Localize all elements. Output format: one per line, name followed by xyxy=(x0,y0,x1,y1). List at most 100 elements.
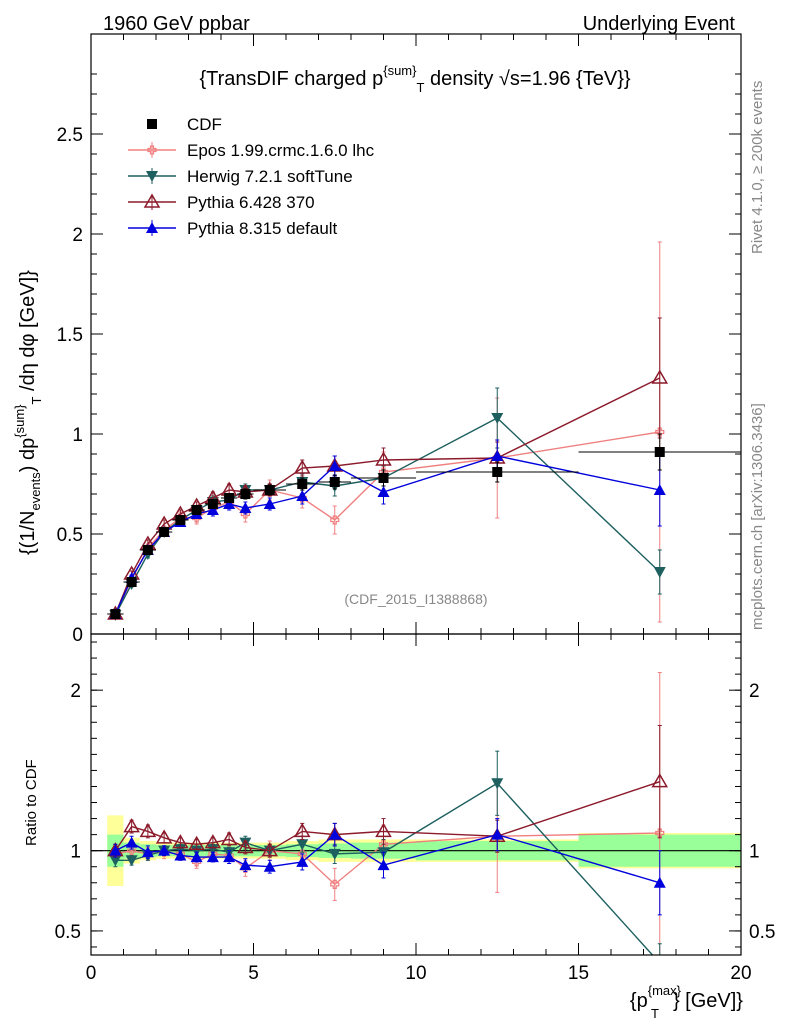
ratio-point xyxy=(491,828,504,840)
ratio-y-tick-label-right: 0.5 xyxy=(749,922,775,943)
series-point xyxy=(653,484,666,495)
ratio-y-tick-label-right: 1 xyxy=(749,842,760,863)
series-point xyxy=(263,498,276,509)
y-tick-label: 1.5 xyxy=(57,325,83,346)
ref-point xyxy=(207,499,218,509)
legend-label: Epos 1.99.crmc.1.6.0 lhc xyxy=(187,141,375,160)
plot-title: {TransDIF charged p{sum}T density √s=1.9… xyxy=(199,63,630,95)
legend-label: Pythia 8.315 default xyxy=(187,219,338,238)
x-tick-label: 0 xyxy=(86,963,97,984)
ratio-point xyxy=(125,836,138,848)
ref-point xyxy=(191,505,202,515)
series-point xyxy=(223,498,236,509)
header-left: 1960 GeV ppbar xyxy=(103,13,250,35)
ratio-point xyxy=(223,851,236,863)
rivet-label: Rivet 4.1.0, ≥ 200k events xyxy=(749,81,766,254)
ratio-y-axis-label: Ratio to CDF xyxy=(23,759,40,846)
ratio-point xyxy=(155,829,173,844)
ratio-point xyxy=(109,855,122,867)
ref-point xyxy=(126,577,137,587)
ratio-point xyxy=(125,855,138,867)
ratio-point xyxy=(158,844,171,856)
ratio-data xyxy=(91,672,741,969)
ratio-y-tick-label-right: 2 xyxy=(749,681,760,702)
series-point xyxy=(330,515,340,525)
ref-point xyxy=(142,545,153,555)
ref-point xyxy=(175,515,186,525)
main-data xyxy=(107,241,741,623)
ratio-point xyxy=(139,822,157,838)
ratio-point xyxy=(328,848,341,860)
ratio-frame xyxy=(90,633,742,956)
ref-point xyxy=(654,447,665,457)
ratio-y-tick-label: 1 xyxy=(70,842,81,863)
y-tick-label: 2 xyxy=(72,225,83,246)
ratio-point xyxy=(328,828,341,840)
ratio-point xyxy=(375,822,392,838)
ratio-point xyxy=(141,846,154,858)
ratio-point xyxy=(174,849,187,861)
ratio-point xyxy=(653,876,666,888)
legend-label: Herwig 7.2.1 softTune xyxy=(187,167,353,186)
ratio-point xyxy=(261,842,279,857)
legend-marker xyxy=(147,119,157,129)
ratio-point xyxy=(377,859,390,871)
ratio-point xyxy=(293,822,311,838)
ref-point xyxy=(240,489,251,499)
main-panel: 0 0.5 1 1.5 2 2.5 xyxy=(57,33,742,646)
legend-entry: Pythia 6.428 370 xyxy=(128,193,315,212)
legend-label: CDF xyxy=(187,115,222,134)
series-point xyxy=(293,459,311,474)
series-point xyxy=(491,450,504,461)
y-tick-label: 0 xyxy=(72,625,83,646)
x-tick-label: 15 xyxy=(568,963,589,984)
ratio-point xyxy=(263,860,276,872)
ratio-point xyxy=(491,778,504,790)
ratio-point xyxy=(123,818,140,833)
ref-point xyxy=(297,479,308,489)
ratio-point xyxy=(220,830,238,846)
analysis-watermark: (CDF_2015_I1388868) xyxy=(344,591,487,607)
ratio-series-2 xyxy=(107,724,669,858)
y-tick-label: 1 xyxy=(72,425,83,446)
ratio-point xyxy=(172,834,189,849)
ratio-y-tick-label: 0.5 xyxy=(55,922,81,943)
ratio-point xyxy=(237,838,254,854)
x-axis-label: {p{max} T} [GeV]} xyxy=(630,983,743,1021)
legend-label: Pythia 6.428 370 xyxy=(187,193,315,212)
legend-marker xyxy=(146,171,158,182)
ratio-point xyxy=(206,844,219,856)
legend-entry: Pythia 8.315 default xyxy=(128,219,338,238)
mcplots-label: mcplots.cern.ch [arXiv:1306.3436] xyxy=(749,403,766,630)
ratio-point xyxy=(206,851,219,863)
series-point xyxy=(206,504,219,515)
main-series-0 xyxy=(110,241,665,623)
ratio-point xyxy=(188,835,205,851)
series-point xyxy=(375,451,392,466)
legend: CDF Epos 1.99.crmc.1.6.0 lhc Herwig 7.2.1 … xyxy=(128,115,375,238)
ref-point xyxy=(224,493,235,503)
ref-point xyxy=(264,485,275,495)
ref-point xyxy=(110,609,121,619)
ref-point xyxy=(159,527,170,537)
legend-marker xyxy=(143,193,161,208)
ratio-point xyxy=(655,828,665,838)
series-point xyxy=(651,369,669,384)
legend-entry: Herwig 7.2.1 softTune xyxy=(128,167,353,186)
ratio-series-3 xyxy=(109,818,666,916)
ratio-point xyxy=(654,958,666,969)
ref-point xyxy=(492,467,503,477)
series-point xyxy=(653,567,666,578)
ratio-point xyxy=(378,839,389,849)
series-point xyxy=(328,460,341,471)
ratio-point xyxy=(190,851,203,863)
x-tick-label: 20 xyxy=(730,963,751,984)
series-point xyxy=(491,413,504,424)
ratio-panel: 0.5 0.51 12 20 5 10 15 20 xyxy=(55,633,775,984)
ratio-point xyxy=(651,773,669,788)
main-ref-series xyxy=(107,433,741,619)
legend-entry: CDF xyxy=(147,115,222,134)
legend-marker xyxy=(147,145,157,155)
ratio-point xyxy=(296,855,309,867)
ratio-point xyxy=(204,834,222,849)
